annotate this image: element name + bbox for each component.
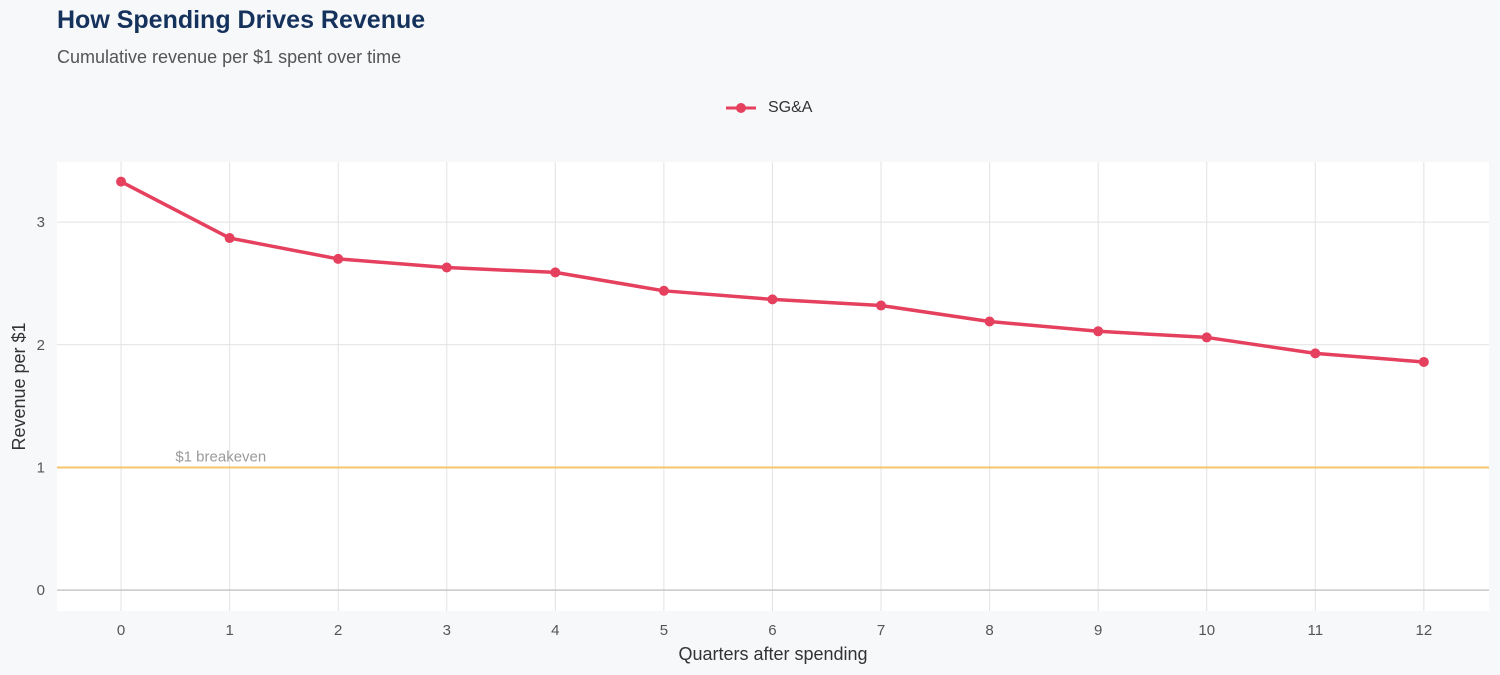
data-point <box>333 253 344 264</box>
chart-title: How Spending Drives Revenue <box>57 6 426 34</box>
x-tick-label: 5 <box>660 622 668 639</box>
x-tick-label: 6 <box>768 622 776 639</box>
legend-label: SG&A <box>768 99 813 116</box>
data-point <box>550 267 561 278</box>
x-tick-label: 2 <box>334 622 342 639</box>
data-point <box>1093 326 1104 337</box>
y-tick-label: 3 <box>37 214 45 231</box>
x-tick-label: 1 <box>225 622 233 639</box>
x-tick-label: 7 <box>877 622 885 639</box>
x-tick-label: 9 <box>1094 622 1102 639</box>
x-tick-label: 12 <box>1416 622 1433 639</box>
data-point <box>876 300 887 311</box>
legend: SG&A <box>726 99 812 117</box>
data-point <box>1418 356 1429 367</box>
data-point <box>224 233 235 244</box>
x-tick-label: 11 <box>1308 622 1324 639</box>
chart-subtitle: Cumulative revenue per $1 spent over tim… <box>57 47 402 67</box>
data-point <box>441 262 452 273</box>
data-point <box>1310 348 1321 359</box>
y-tick-label: 0 <box>37 582 45 599</box>
legend-line-marker-icon <box>726 103 756 113</box>
data-point <box>658 285 669 296</box>
x-tick-label: 3 <box>443 622 451 639</box>
y-axis-label: Revenue per $1 <box>9 322 29 450</box>
data-point <box>1201 332 1212 343</box>
data-point <box>767 294 778 305</box>
y-tick-label: 1 <box>37 459 45 476</box>
breakeven-label: $1 breakeven <box>175 448 266 465</box>
x-tick-label: 10 <box>1198 622 1215 639</box>
plot-panel <box>57 162 1489 611</box>
x-axis-label: Quarters after spending <box>678 644 867 664</box>
x-tick-label: 4 <box>551 622 559 639</box>
data-point <box>116 176 127 187</box>
y-tick-label: 2 <box>37 337 45 354</box>
data-point <box>984 316 995 327</box>
x-tick-label: 0 <box>117 622 125 639</box>
x-tick-label: 8 <box>985 622 993 639</box>
